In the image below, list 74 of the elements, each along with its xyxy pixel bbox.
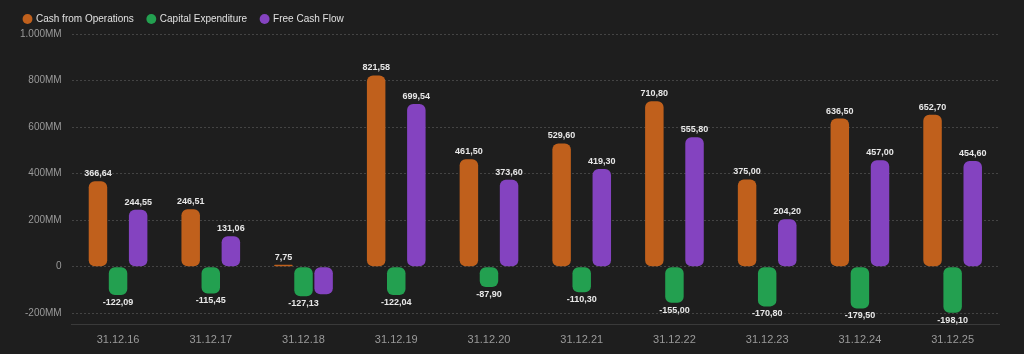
bar bbox=[221, 236, 241, 267]
x-tick-label: 31.12.25 bbox=[931, 333, 975, 346]
data-label: 131,06 bbox=[217, 223, 245, 234]
bar bbox=[499, 179, 519, 267]
data-label: -110,30 bbox=[566, 294, 597, 305]
data-label: 461,50 bbox=[455, 146, 483, 157]
bar bbox=[181, 209, 200, 267]
x-tick-label: 31.12.23 bbox=[745, 333, 789, 346]
data-label: -122,09 bbox=[102, 297, 134, 308]
bar bbox=[128, 209, 148, 267]
data-label: 710,80 bbox=[640, 88, 669, 99]
y-tick-label: 1.000MM bbox=[20, 27, 62, 39]
data-label: 7,75 bbox=[274, 251, 293, 262]
y-tick-label: 400MM bbox=[28, 167, 62, 179]
data-label: 699,54 bbox=[402, 90, 431, 101]
x-tick-label: 31.12.17 bbox=[189, 333, 233, 346]
data-label: -122,04 bbox=[380, 297, 412, 308]
y-tick-label: 200MM bbox=[28, 213, 62, 225]
bar bbox=[459, 159, 479, 267]
x-tick-label: 31.12.20 bbox=[467, 333, 511, 346]
bar bbox=[778, 219, 797, 267]
data-label: 529,60 bbox=[547, 130, 576, 141]
x-tick-label: 31.12.18 bbox=[282, 333, 325, 346]
data-label: -179,50 bbox=[844, 310, 876, 321]
bar bbox=[850, 267, 870, 309]
data-label: 555,80 bbox=[680, 124, 709, 135]
data-label: 457,00 bbox=[866, 147, 894, 158]
bar bbox=[592, 169, 612, 267]
bar bbox=[108, 267, 128, 296]
x-tick-label: 31.12.24 bbox=[838, 333, 882, 346]
y-tick-label: 800MM bbox=[28, 74, 62, 86]
data-label: 821,58 bbox=[362, 62, 390, 73]
bar bbox=[665, 267, 684, 303]
bar bbox=[645, 101, 664, 267]
data-label: 419,30 bbox=[588, 156, 616, 167]
bar bbox=[870, 160, 890, 267]
bar bbox=[407, 103, 426, 267]
bar bbox=[294, 267, 313, 297]
data-label: 246,51 bbox=[176, 196, 205, 207]
bar bbox=[757, 267, 777, 307]
data-label: 204,20 bbox=[773, 206, 802, 217]
data-label: -87,90 bbox=[476, 289, 502, 300]
bar bbox=[737, 179, 757, 267]
bar bbox=[88, 181, 108, 267]
bar bbox=[830, 118, 850, 267]
x-tick-label: 31.12.19 bbox=[374, 333, 418, 346]
x-tick-label: 31.12.16 bbox=[96, 333, 140, 346]
bar bbox=[552, 143, 571, 267]
data-label: -155,00 bbox=[659, 304, 690, 315]
y-tick-label: 0 bbox=[56, 260, 63, 272]
legend-label: Cash from Operations bbox=[36, 12, 134, 24]
data-label: 366,64 bbox=[84, 168, 112, 179]
data-label: 373,60 bbox=[495, 166, 523, 177]
data-label: 244,55 bbox=[124, 196, 152, 207]
y-tick-label: -200MM bbox=[25, 306, 62, 318]
bar bbox=[387, 267, 406, 296]
bar bbox=[923, 114, 942, 267]
data-label: -198,10 bbox=[937, 314, 968, 325]
bar bbox=[366, 75, 386, 267]
data-label: -115,45 bbox=[195, 295, 226, 306]
data-label: 454,60 bbox=[958, 147, 987, 158]
legend-label: Free Cash Flow bbox=[273, 12, 345, 24]
data-label: 375,00 bbox=[733, 166, 761, 177]
legend-label: Capital Expenditure bbox=[159, 12, 248, 24]
bar bbox=[685, 137, 704, 267]
bar bbox=[943, 267, 962, 313]
x-tick-label: 31.12.21 bbox=[560, 333, 604, 346]
x-tick-label: 31.12.22 bbox=[653, 333, 696, 346]
data-label: -170,80 bbox=[751, 308, 783, 319]
y-tick-label: 600MM bbox=[28, 120, 62, 132]
data-label: -127,13 bbox=[288, 298, 319, 309]
data-label: 636,50 bbox=[826, 105, 854, 116]
data-label: 652,70 bbox=[918, 101, 947, 112]
bar bbox=[963, 160, 982, 267]
